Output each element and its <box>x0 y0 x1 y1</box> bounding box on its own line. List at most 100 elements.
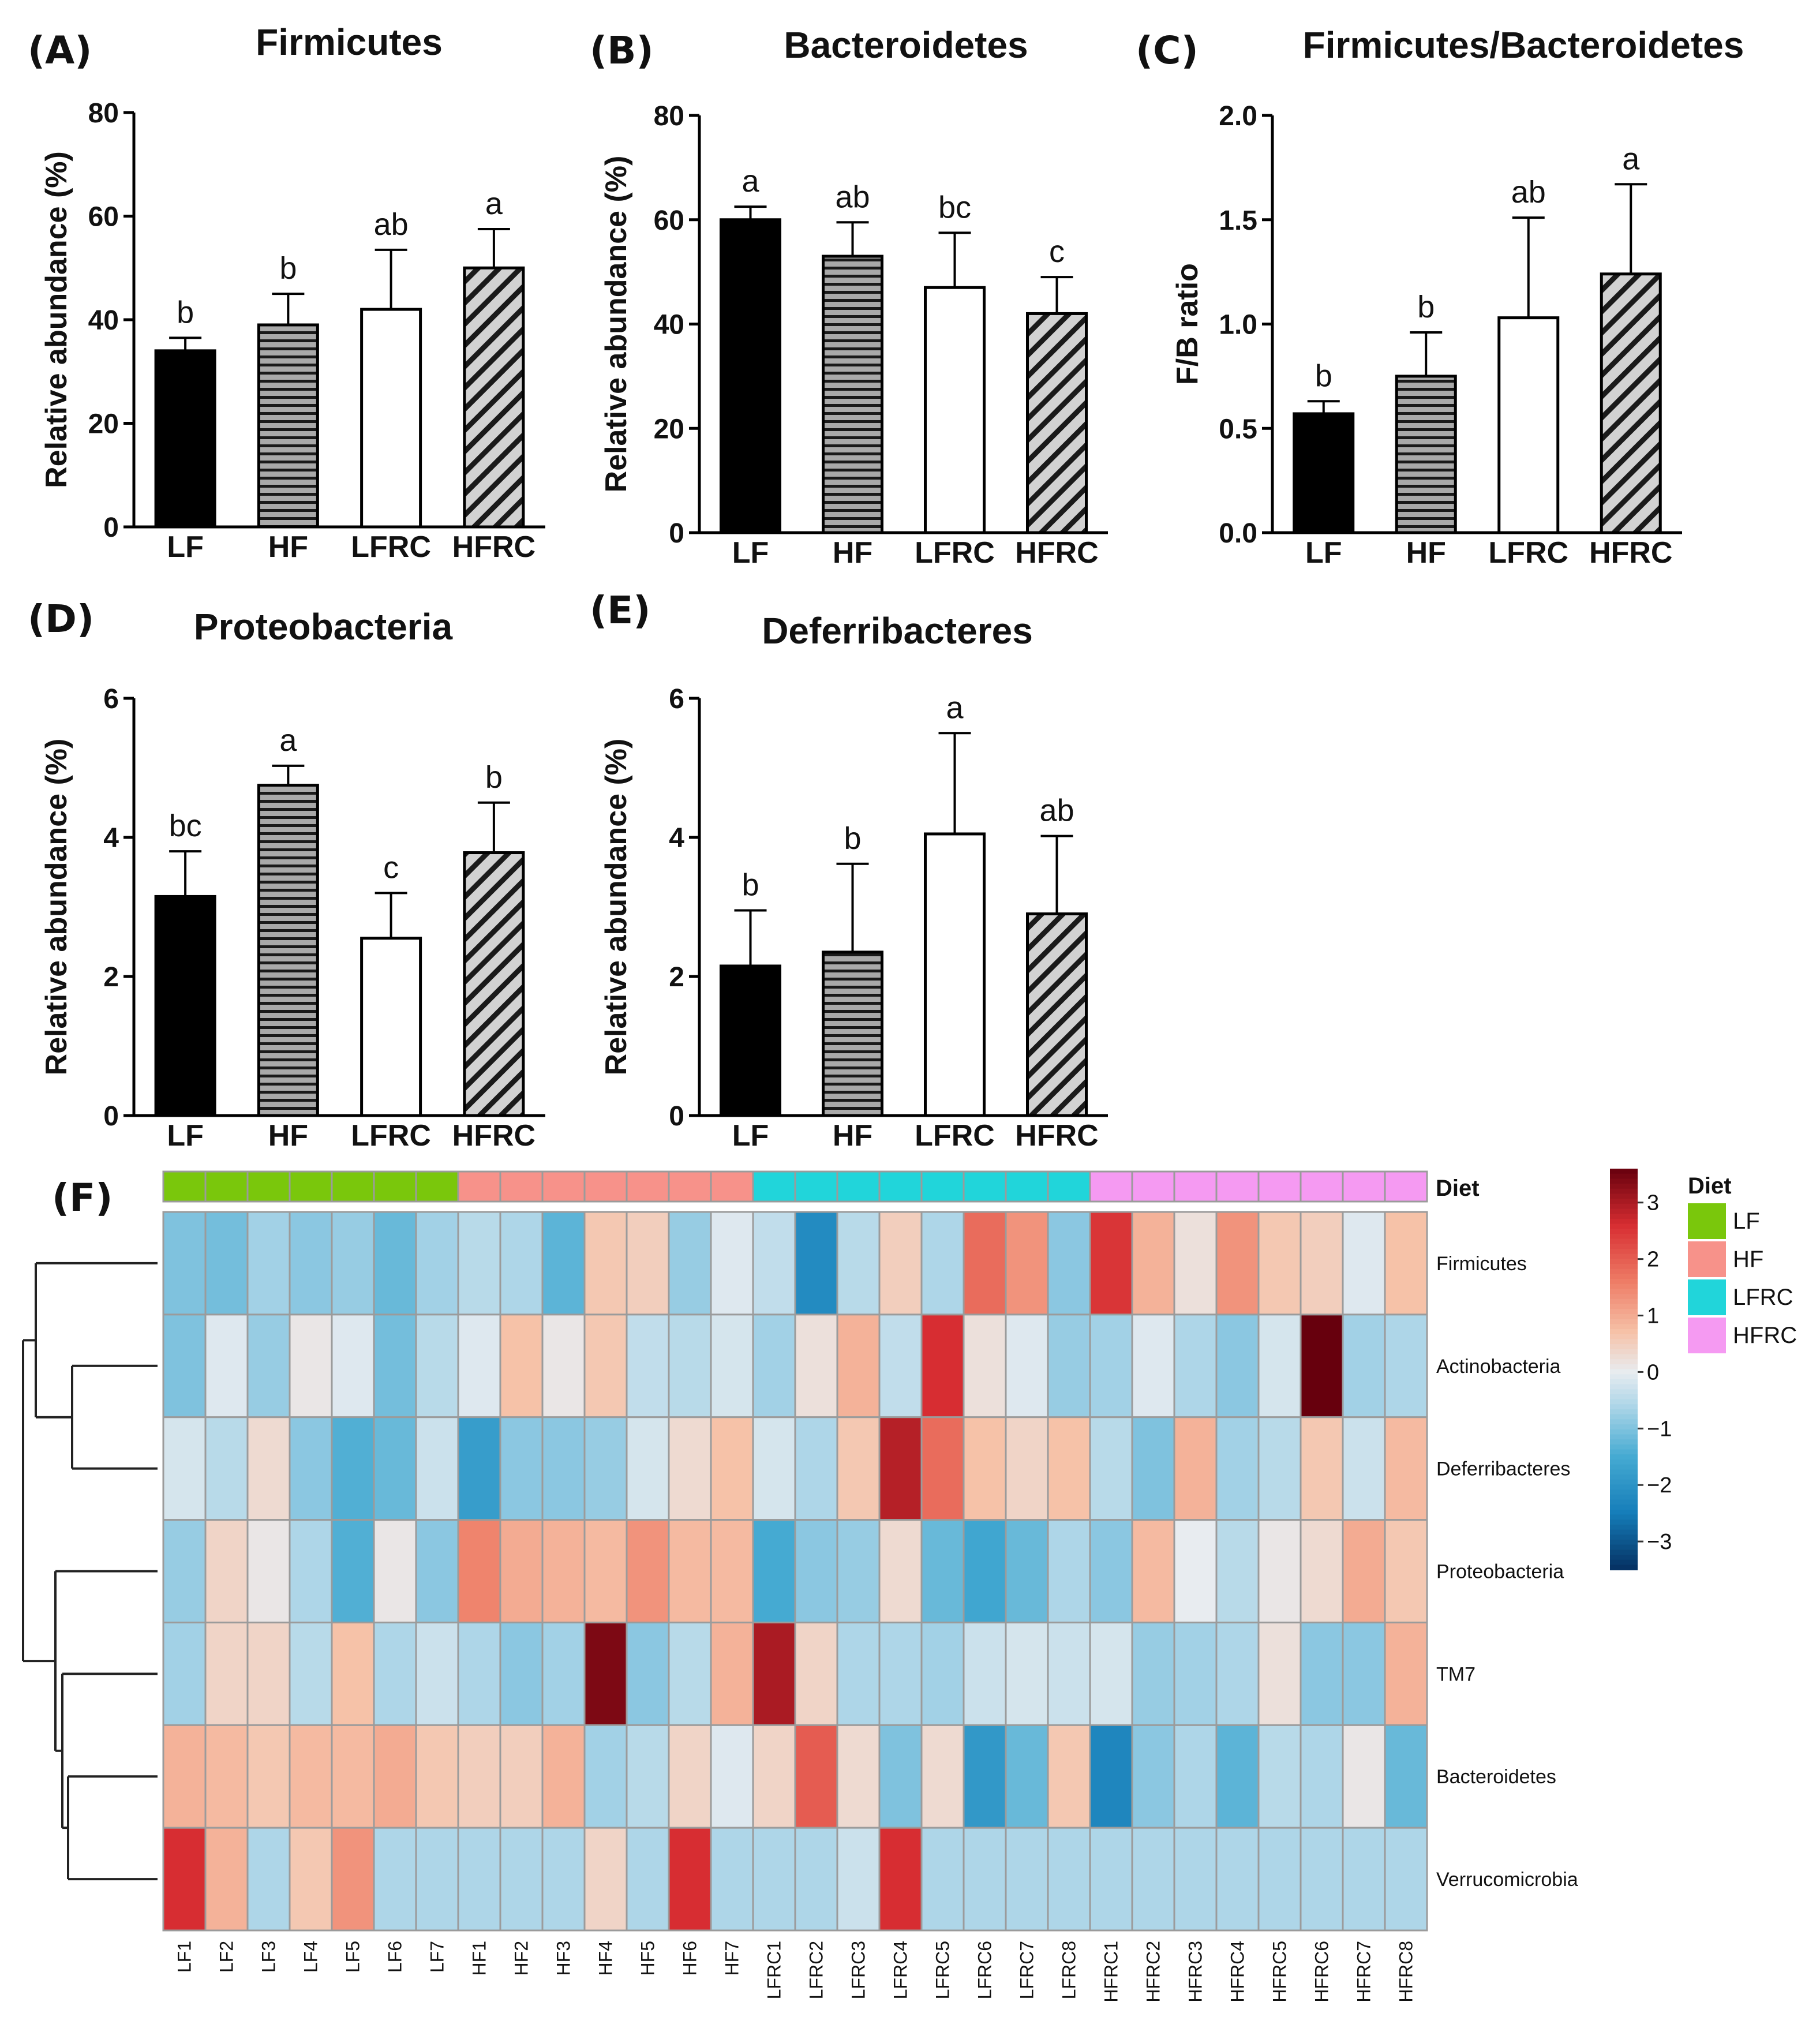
x-tick-label: LFRC <box>1488 536 1568 570</box>
panel-title: Firmicutes <box>256 21 443 63</box>
heatmap-cell <box>331 1621 375 1726</box>
heatmap-cell <box>499 1211 544 1316</box>
bar-lfrc <box>360 308 422 529</box>
heatmap-cell <box>752 1314 796 1419</box>
annotation-cell-lfrc <box>920 1170 965 1203</box>
annotation-cell-lfrc <box>1005 1170 1049 1203</box>
column-label: LFRC4 <box>890 1941 911 1999</box>
y-tick-label: 6 <box>669 684 684 714</box>
heatmap-cell <box>963 1211 1007 1316</box>
panel-bacteroidetes: (B) Bacteroidetes Relative abundance (%)… <box>590 24 1108 570</box>
heatmap-cell <box>668 1827 712 1932</box>
heatmap-cell <box>331 1519 375 1623</box>
row-label: Bacteroidetes <box>1436 1766 1556 1788</box>
heatmap-cell <box>1384 1211 1428 1316</box>
color-scale-segment <box>1610 1404 1638 1410</box>
annotation-cell-lf <box>162 1170 207 1203</box>
y-tick-label: 4 <box>669 823 684 854</box>
annotation-cell-lfrc <box>752 1170 796 1203</box>
color-scale-segment <box>1610 1384 1638 1390</box>
heatmap-cell <box>1131 1621 1175 1726</box>
row-label: Proteobacteria <box>1436 1561 1564 1583</box>
heatmap-cell <box>1131 1827 1175 1932</box>
annotation-cell-hf <box>710 1170 754 1203</box>
heatmap-cell <box>1384 1827 1428 1932</box>
heatmap-cell <box>668 1211 712 1316</box>
column-label: HF3 <box>553 1941 574 1975</box>
heatmap-cell <box>373 1211 417 1316</box>
heatmap-cell <box>541 1416 586 1521</box>
annotation-cell-lfrc <box>794 1170 838 1203</box>
heatmap-cell <box>752 1724 796 1829</box>
heatmap-cell <box>920 1519 965 1623</box>
heatmap-cell <box>583 1416 628 1521</box>
heatmap-cell <box>794 1211 838 1316</box>
legend-swatch-hfrc <box>1688 1318 1726 1353</box>
diet-legend-title: Diet <box>1688 1173 1732 1199</box>
bar-hf <box>1395 375 1457 534</box>
color-scale-segment <box>1610 1253 1638 1260</box>
significance-letter: a <box>485 186 503 221</box>
heatmap-cell <box>1089 1416 1133 1521</box>
color-scale-segment <box>1610 1329 1638 1335</box>
heatmap-cell <box>415 1416 459 1521</box>
panel-letter: (F) <box>52 1176 113 1220</box>
color-scale-segment <box>1610 1464 1638 1470</box>
legend-swatch-hf <box>1688 1241 1726 1277</box>
panel-title: Firmicutes/Bacteroidetes <box>1303 24 1744 66</box>
color-scale-segment <box>1610 1319 1638 1325</box>
column-label: LF2 <box>216 1941 237 1973</box>
heatmap-cell <box>415 1724 459 1829</box>
heatmap-cell <box>415 1211 459 1316</box>
color-scale-segment <box>1610 1379 1638 1385</box>
column-label: HFRC7 <box>1354 1941 1375 2003</box>
heatmap-cell <box>162 1827 207 1932</box>
x-tick-label: LF <box>732 1119 769 1152</box>
column-label: LFRC2 <box>806 1941 827 1999</box>
heatmap-cell <box>1047 1314 1091 1419</box>
panel-letter: (E) <box>590 588 650 633</box>
heatmap-cell <box>794 1621 838 1726</box>
color-scale-segment <box>1610 1244 1638 1249</box>
color-scale-segment <box>1610 1414 1638 1420</box>
heatmap-cell <box>331 1724 375 1829</box>
heatmap-cell <box>963 1724 1007 1829</box>
heatmap-cell <box>794 1519 838 1623</box>
significance-letter: ab <box>1039 794 1074 828</box>
heatmap-cell <box>457 1416 501 1521</box>
heatmap-cell <box>457 1827 501 1932</box>
column-label: HFRC3 <box>1185 1941 1206 2003</box>
heatmap-cell <box>1384 1314 1428 1419</box>
heatmap-cell <box>1005 1211 1049 1316</box>
heatmap-cell <box>1215 1724 1260 1829</box>
color-scale-segment <box>1610 1479 1638 1485</box>
heatmap-cell <box>963 1621 1007 1726</box>
color-scale-tick-label: 3 <box>1647 1191 1659 1215</box>
heatmap-cell <box>1173 1827 1218 1932</box>
bar-hf <box>257 784 319 1117</box>
annotation-cell-hf <box>626 1170 670 1203</box>
x-tick-label: HFRC <box>1015 536 1098 570</box>
heatmap-cell <box>836 1827 881 1932</box>
annotation-cell-hf <box>541 1170 586 1203</box>
color-scale-segment <box>1610 1188 1638 1195</box>
y-tick-label: 0 <box>103 1101 119 1132</box>
color-scale-segment <box>1610 1268 1638 1275</box>
y-tick-label: 2.0 <box>1219 101 1257 132</box>
heatmap-cell <box>752 1416 796 1521</box>
heatmap-cell <box>583 1724 628 1829</box>
color-scale-segment <box>1610 1349 1638 1355</box>
panel-deferribacteres: (E) Deferribacteres Relative abundance (… <box>590 588 1108 1152</box>
annotation-cell-hf <box>499 1170 544 1203</box>
y-tick-label: 0.0 <box>1219 518 1257 549</box>
heatmap-cell <box>1131 1519 1175 1623</box>
heatmap-cell <box>583 1314 628 1419</box>
legend-label: LF <box>1733 1208 1760 1234</box>
panel-letter: (D) <box>28 597 94 641</box>
heatmap-cell <box>1257 1211 1302 1316</box>
annotation-cell-lfrc <box>878 1170 923 1203</box>
heatmap-cell <box>878 1416 923 1521</box>
heatmap-cell <box>920 1416 965 1521</box>
heatmap-cell <box>920 1621 965 1726</box>
annotation-cell-hfrc <box>1300 1170 1344 1203</box>
